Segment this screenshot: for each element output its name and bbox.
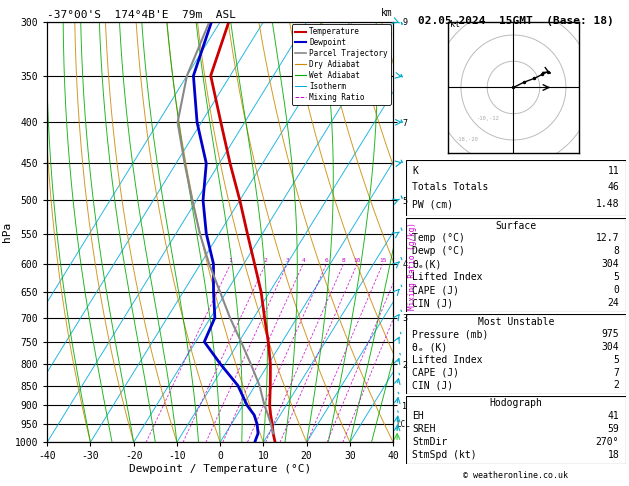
Text: © weatheronline.co.uk: © weatheronline.co.uk <box>464 471 568 480</box>
Text: 270°: 270° <box>596 437 619 447</box>
Text: Mixing Ratio (g/kg): Mixing Ratio (g/kg) <box>408 222 416 310</box>
X-axis label: Dewpoint / Temperature (°C): Dewpoint / Temperature (°C) <box>129 464 311 474</box>
Text: Totals Totals: Totals Totals <box>413 182 489 192</box>
Text: Most Unstable: Most Unstable <box>477 316 554 327</box>
Text: 8: 8 <box>613 246 619 257</box>
Text: -10,-12: -10,-12 <box>476 117 499 122</box>
Text: 59: 59 <box>608 424 619 434</box>
Text: 3: 3 <box>286 258 289 262</box>
Text: Dewp (°C): Dewp (°C) <box>413 246 465 257</box>
Text: 4: 4 <box>301 258 305 262</box>
Text: Lifted Index: Lifted Index <box>413 273 483 282</box>
Text: Hodograph: Hodograph <box>489 399 542 408</box>
Y-axis label: hPa: hPa <box>2 222 12 242</box>
Text: 304: 304 <box>601 342 619 352</box>
Text: CIN (J): CIN (J) <box>413 380 454 390</box>
Text: StmSpd (kt): StmSpd (kt) <box>413 450 477 460</box>
Text: 0: 0 <box>613 285 619 295</box>
Text: 2: 2 <box>264 258 267 262</box>
Text: Pressure (mb): Pressure (mb) <box>413 330 489 339</box>
Text: CAPE (J): CAPE (J) <box>413 285 459 295</box>
Text: 12.7: 12.7 <box>596 233 619 243</box>
Text: 8: 8 <box>342 258 345 262</box>
Text: K: K <box>413 166 418 175</box>
Text: CIN (J): CIN (J) <box>413 298 454 309</box>
Text: 5: 5 <box>613 355 619 365</box>
Text: 41: 41 <box>608 411 619 421</box>
Text: 975: 975 <box>601 330 619 339</box>
Text: 24: 24 <box>608 298 619 309</box>
Text: Surface: Surface <box>495 221 537 230</box>
Text: LCL: LCL <box>397 420 411 429</box>
Legend: Temperature, Dewpoint, Parcel Trajectory, Dry Adiabat, Wet Adiabat, Isotherm, Mi: Temperature, Dewpoint, Parcel Trajectory… <box>292 24 391 104</box>
Text: 46: 46 <box>608 182 619 192</box>
Text: 15: 15 <box>379 258 386 262</box>
Text: 304: 304 <box>601 260 619 269</box>
Text: EH: EH <box>413 411 424 421</box>
Text: 7: 7 <box>613 367 619 378</box>
Text: StmDir: StmDir <box>413 437 448 447</box>
Text: ASL: ASL <box>376 26 393 36</box>
Text: 10: 10 <box>353 258 361 262</box>
Text: 02.05.2024  15GMT  (Base: 18): 02.05.2024 15GMT (Base: 18) <box>418 16 614 26</box>
Text: θₑ(K): θₑ(K) <box>413 260 442 269</box>
Text: 1.48: 1.48 <box>596 199 619 209</box>
Text: CAPE (J): CAPE (J) <box>413 367 459 378</box>
Text: kt: kt <box>450 20 460 29</box>
Text: PW (cm): PW (cm) <box>413 199 454 209</box>
Text: Temp (°C): Temp (°C) <box>413 233 465 243</box>
Text: θₑ (K): θₑ (K) <box>413 342 448 352</box>
Text: SREH: SREH <box>413 424 436 434</box>
Text: 5: 5 <box>613 273 619 282</box>
Text: Lifted Index: Lifted Index <box>413 355 483 365</box>
Text: 2: 2 <box>613 380 619 390</box>
Text: 1: 1 <box>229 258 233 262</box>
Text: 11: 11 <box>608 166 619 175</box>
Text: 6: 6 <box>325 258 328 262</box>
Text: -37°00'S  174°4B'E  79m  ASL: -37°00'S 174°4B'E 79m ASL <box>47 10 236 20</box>
Text: 18: 18 <box>608 450 619 460</box>
Text: -18,-20: -18,-20 <box>455 138 477 142</box>
Text: km: km <box>381 8 393 17</box>
